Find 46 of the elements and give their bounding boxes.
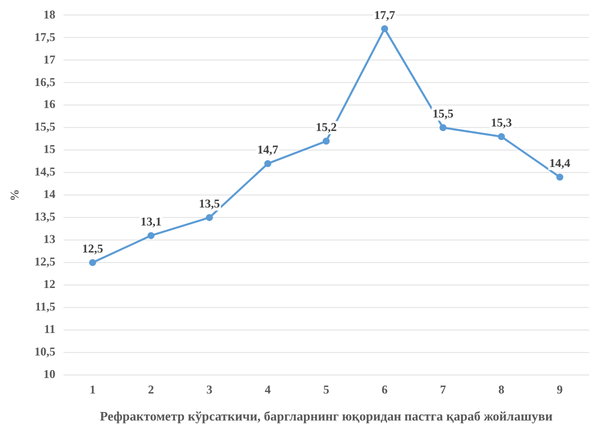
y-tick-label: 15 (43, 142, 56, 156)
data-label: 14,4 (549, 156, 570, 170)
y-tick-label: 13,5 (34, 210, 56, 224)
data-label: 13,5 (198, 196, 220, 211)
data-label: 17,7 (374, 8, 396, 22)
x-tick-label: 7 (440, 382, 446, 396)
point (440, 124, 446, 132)
y-tick-label: 10,5 (34, 344, 56, 359)
point (264, 160, 272, 168)
data-label: 15,3 (490, 116, 512, 130)
data-label: 12,5 (82, 242, 104, 256)
x-tick-label: 4 (264, 382, 271, 396)
point (89, 259, 96, 266)
y-tick-label: 15,5 (34, 120, 56, 134)
y-tick-label: 17 (43, 52, 56, 66)
x-tick-label: 9 (556, 382, 563, 396)
point (322, 138, 330, 145)
y-tick-label: 13 (43, 232, 56, 246)
y-tick-label: 10 (43, 367, 56, 382)
y-tick-label: 14 (43, 187, 56, 202)
data-label: 15,5 (432, 106, 454, 121)
point (206, 214, 213, 222)
x-tick-label: 6 (382, 382, 388, 396)
y-tick-label: 14,5 (34, 164, 56, 179)
point (556, 174, 564, 181)
y-tick-label: 18 (43, 7, 56, 22)
x-tick-label: 3 (206, 382, 212, 396)
point (381, 25, 388, 32)
point (148, 232, 154, 240)
y-tick-label: 12,5 (34, 254, 56, 269)
y-tick-label: 17,5 (34, 30, 56, 44)
x-tick-label: 2 (148, 382, 154, 396)
data-label: 14,7 (257, 142, 278, 157)
x-tick-label: 5 (323, 382, 330, 396)
data-label: 13,1 (140, 214, 162, 229)
x-axis-title: Рефрактометр кўрсаткичи, баргларнинг юқоридан пастга қараб жойлашуви (100, 408, 554, 424)
x-tick-label: 1 (90, 382, 96, 396)
y-tick-label: 12 (43, 277, 56, 292)
y-tick-label: 11 (44, 322, 56, 336)
y-tick-label: 16,5 (34, 74, 56, 89)
y-axis-title: % (7, 189, 22, 202)
y-tick-label: 11,5 (35, 300, 56, 314)
x-tick-label: 8 (498, 382, 504, 396)
y-tick-label: 16 (43, 97, 56, 112)
point (498, 133, 505, 140)
data-label: 15,2 (316, 120, 337, 134)
